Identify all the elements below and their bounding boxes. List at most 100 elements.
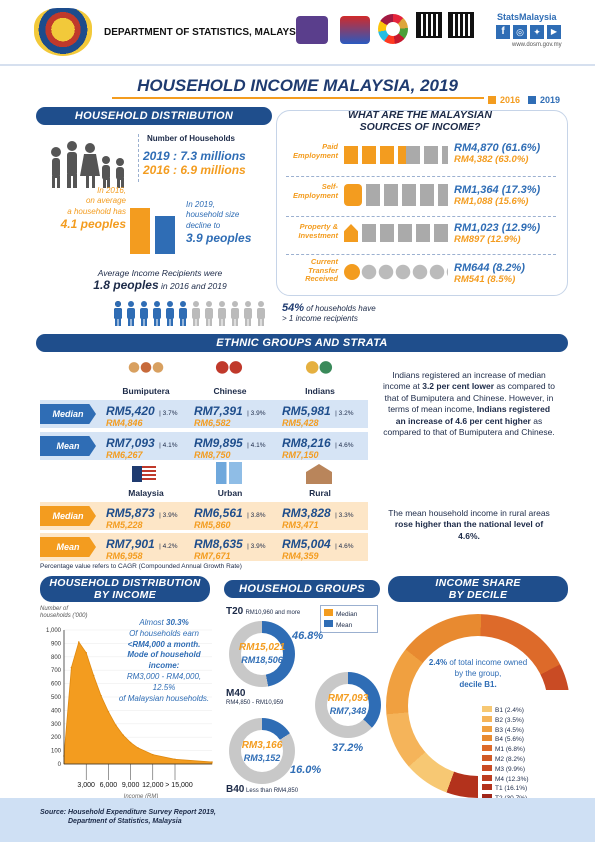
note-bold: <RM4,000 a month. (127, 639, 201, 649)
t20-mean: RM18,506 (241, 655, 283, 665)
decile-label: M3 (9.9%) (495, 765, 525, 773)
facebook-icon[interactable]: f (496, 25, 510, 39)
cagr: | 3.8% (247, 512, 266, 519)
legend-mean: Mean (336, 622, 353, 629)
m40-pct: 37.2% (332, 742, 364, 754)
data-point (129, 741, 132, 744)
value-2019: RM8,216 (282, 436, 331, 450)
median-label: Median (40, 404, 96, 424)
recipients-people-icons (112, 300, 272, 326)
qr-code-icon[interactable] (448, 12, 474, 38)
decile-label: B4 (5.6%) (495, 736, 524, 744)
ethnic-note-bold: 3.2 per cent lower (422, 381, 495, 392)
decile-label: M1 (6.8%) (495, 746, 525, 754)
value-2016: RM5,228 (106, 520, 143, 530)
qr-code-icon[interactable] (416, 12, 442, 38)
b40-median: RM3,166 (241, 740, 283, 751)
ethnic-heading: ETHNIC GROUPS AND STRATA (36, 334, 568, 352)
mean-malaysia: RM7,901 | 4.2% RM6,958 (106, 536, 177, 561)
data-point (70, 666, 73, 669)
value-2019: RM3,828 (282, 506, 331, 520)
m40-mean: RM7,348 (329, 706, 367, 716)
note-pct: 30.3% (166, 618, 189, 627)
strata-label-urban: Urban (217, 488, 243, 498)
t20-median: RM15,021 (238, 642, 286, 653)
recipients-pct-note: 54% of households have > 1 income recipi… (282, 302, 376, 323)
b40-label: B40 Less than RM4,850 (226, 784, 298, 795)
decile-item: B3 (4.5%) (482, 725, 529, 736)
note-value: 3.9 peoples (186, 231, 252, 246)
mystats-logo (340, 16, 370, 44)
decile-swatch (482, 725, 492, 732)
year-legend: 2016 2019 (488, 95, 560, 105)
data-point (107, 710, 110, 713)
paid-employment-icons (344, 146, 407, 164)
footer (0, 798, 595, 842)
strata-label-malaysia: Malaysia (128, 488, 164, 498)
b40-mean: RM3,152 (243, 753, 281, 763)
property-house-icons (344, 224, 358, 242)
y-tick-label: 100 (51, 749, 62, 755)
m40-name: M40 (226, 688, 246, 699)
property-house-icons-grey (362, 224, 448, 242)
decile-heading-line-1: INCOME SHARE (435, 577, 521, 589)
cagr-value: 3.9% (250, 543, 266, 550)
decile-swatch (482, 745, 492, 752)
source-label-line: Property & (299, 222, 338, 231)
value-2019: RM9,895 (194, 436, 243, 450)
youtube-icon[interactable]: ▶ (547, 25, 561, 39)
cagr: | 4.6% (335, 543, 354, 550)
recipients-pct: 54% (282, 302, 305, 314)
decile-item: B4 (5.6%) (482, 735, 529, 745)
m40-range: RM4,850 - RM10,959 (226, 700, 284, 706)
source-value-2019: RM644 (8.2%) (454, 262, 525, 274)
paid-employment-icons-grey (406, 146, 448, 164)
transfer-coin-icons-highlight (344, 264, 360, 280)
y-tick-label: 600 (51, 682, 62, 688)
data-point (100, 694, 102, 697)
source-value-2016: RM4,382 (63.0%) (454, 154, 529, 165)
recipients-value: 1.8 peoples (93, 278, 159, 292)
cagr: | 3.9% (247, 543, 266, 550)
source-label: Current Transfer Received (282, 257, 338, 284)
y-tick-label: 500 (51, 695, 62, 701)
cagr: | 3.9% (159, 512, 178, 519)
decile-item: M4 (12.3%) (482, 774, 529, 785)
note-line: on average (85, 196, 126, 206)
ethnic-note-text: as compared to that of Bumiputera and Ch… (384, 381, 555, 415)
cagr: | 4.1% (159, 442, 178, 449)
value-2019: RM6,561 (194, 506, 243, 520)
note-text: RM3,000 - RM4,000, (126, 671, 202, 681)
rural-note: The mean household income in rural areas… (386, 508, 552, 542)
decile-heading: INCOME SHARE BY DECILE (388, 576, 568, 602)
instagram-icon[interactable]: ◎ (513, 25, 527, 39)
cagr: | 3.7% (159, 410, 178, 417)
decile-item: T1 (16.1%) (482, 784, 529, 794)
legend-mean-swatch (324, 620, 333, 627)
cagr-value: 3.2% (338, 410, 354, 417)
twitter-icon[interactable]: ✦ (530, 25, 544, 39)
decile-swatch (482, 794, 492, 801)
data-point (92, 674, 95, 677)
website-url[interactable]: www.dosm.gov.my (512, 42, 562, 48)
self-employment-icons-grey (366, 184, 448, 206)
value-2019: RM5,981 (282, 404, 331, 418)
median-chinese: RM7,391 | 3.9% RM6,582 (194, 403, 265, 428)
decile-label: M2 (8.2%) (495, 755, 525, 763)
y-tick-label: 400 (51, 708, 62, 714)
cagr-value: 3.9% (250, 410, 266, 417)
household-size-2016-note: In 2016, on average a household has 4.1 … (34, 186, 126, 233)
decile-list: B1 (2.4%) B2 (3.5%) B3 (4.5%) B4 (5.6%) M1 (… (482, 706, 529, 804)
source-label-line: Employment (292, 191, 338, 200)
sources-divider (286, 176, 556, 177)
cagr: | 3.3% (335, 512, 354, 519)
decile-note-bold: decile B1. (459, 679, 497, 689)
title-underline (112, 97, 484, 99)
decile-item: M2 (8.2%) (482, 754, 529, 765)
value-2016: RM5,428 (282, 418, 319, 428)
page-title: HOUSEHOLD INCOME MALAYSIA, 2019 (137, 76, 458, 95)
b40-range: Less than RM4,850 (246, 788, 299, 794)
median-indians: RM5,981 | 3.2% RM5,428 (282, 403, 353, 428)
decile-label: B2 (3.5%) (495, 716, 524, 724)
t20-range: RM10,960 and more (245, 610, 301, 616)
